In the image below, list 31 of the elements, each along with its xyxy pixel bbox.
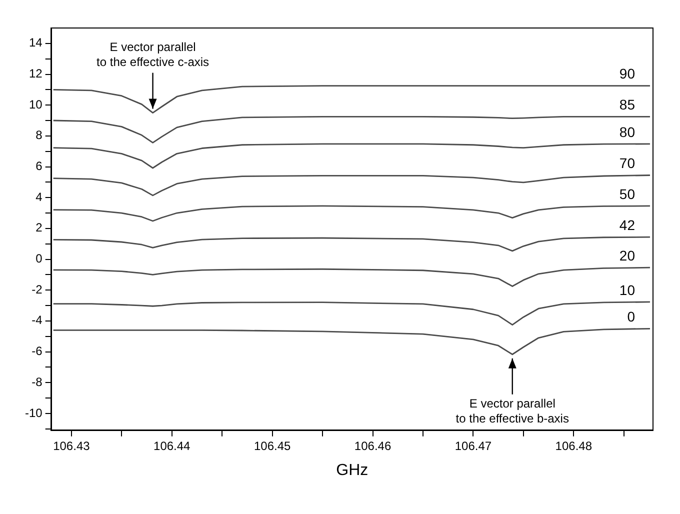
y-tick-label: 2 [36,220,43,235]
y-tick-label: 10 [28,97,43,112]
y-tick-label: 8 [36,128,43,142]
x-axis-title: GHz [336,462,368,479]
annotation: E vector parallel to the effective b-axis [456,396,569,426]
x-tick-label: 106.48 [555,438,592,453]
x-tick-label: 106.43 [53,438,90,453]
series-label: 80 [619,124,636,140]
series-label: 20 [619,247,636,264]
y-tick-label: -10 [25,406,43,420]
y-tick-label: -2 [32,282,43,296]
series-label: 10 [619,282,636,298]
y-tick-label: -6 [32,344,43,358]
series-label: 70 [619,155,636,172]
series-label: 50 [619,186,636,202]
series-label: 90 [619,66,636,82]
y-tick-label: 14 [28,36,43,50]
x-tick-label: 106.46 [354,438,392,453]
y-tick-label: 0 [36,252,43,266]
annotation: E vector parallel to the effective c-axis [96,40,210,70]
x-tick-label: 106.44 [154,438,191,453]
y-tick-label: 6 [36,159,43,174]
y-tick-label: -8 [32,374,43,389]
series-label: 0 [627,308,636,325]
y-tick-label: 12 [28,66,43,81]
y-tick-label: 4 [36,190,43,204]
series-label: 42 [619,216,636,233]
y-tick-label: -4 [32,313,43,328]
x-tick-label: 106.45 [254,438,291,453]
series-label: 85 [619,96,636,113]
x-tick-label: 106.47 [454,438,492,453]
